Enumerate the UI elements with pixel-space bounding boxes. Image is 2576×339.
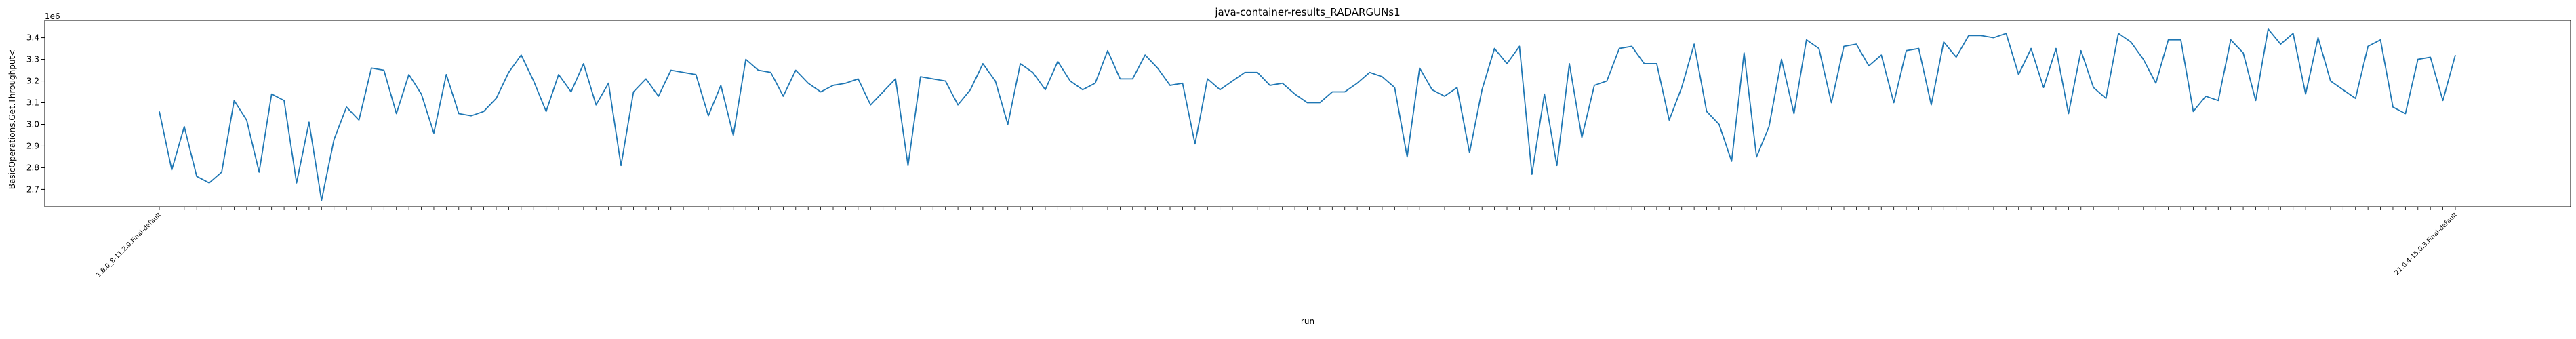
plot-frame (44, 20, 2571, 207)
y-tick-label: 3.0 (26, 119, 39, 129)
y-tick-label: 3.3 (26, 55, 39, 64)
y-tick-label: 2.7 (26, 184, 39, 194)
y-axis-scale-label: 1e6 (45, 12, 60, 21)
y-tick-label: 2.9 (26, 141, 39, 151)
y-tick-label: 3.2 (26, 77, 39, 86)
y-tick-label: 3.1 (26, 98, 39, 108)
x-axis-label: run (1301, 317, 1314, 326)
y-axis-label: BasicOperations.Get.Throughput< (7, 49, 17, 190)
y-tick-label: 2.8 (26, 163, 39, 172)
chart-title: java-container-results_RADARGUNs1 (1214, 6, 1400, 19)
y-tick-label: 3.4 (26, 33, 39, 43)
